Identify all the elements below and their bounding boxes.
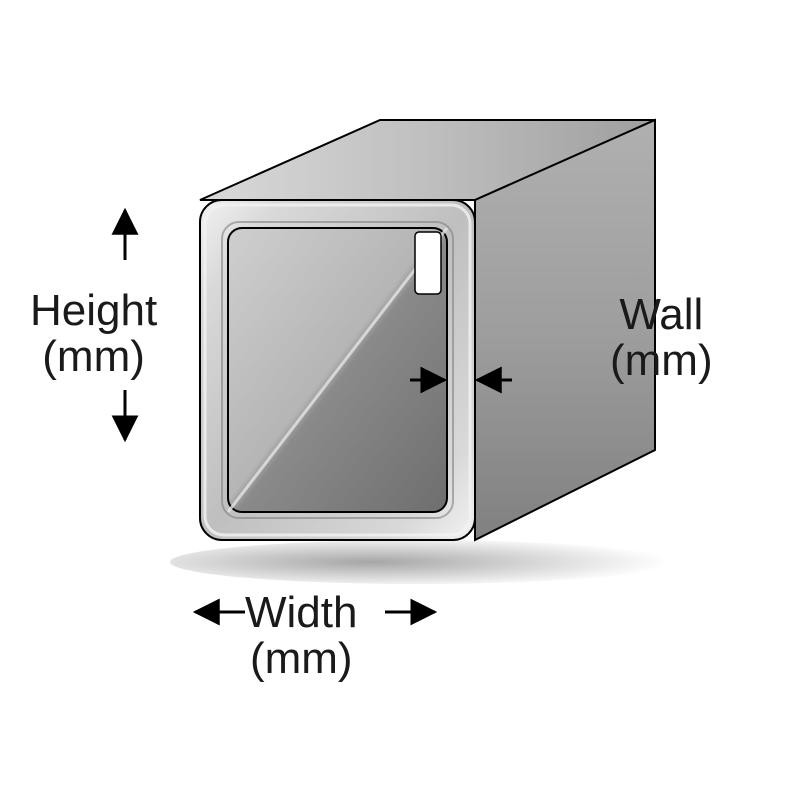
wall-label: Wall (mm) [610,292,713,384]
height-label-line2: (mm) [42,332,145,381]
width-label: Width (mm) [245,590,357,682]
width-label-line1: Width [245,588,357,637]
height-label: Height (mm) [30,288,157,380]
floor-shadow [170,540,670,584]
height-label-line1: Height [30,286,157,335]
width-label-line2: (mm) [250,634,353,683]
far-opening-highlight [415,232,441,294]
wall-label-line2: (mm) [610,336,713,385]
diagram-stage: Height (mm) Width (mm) Wall (mm) [0,0,792,792]
wall-label-line1: Wall [619,290,703,339]
tube-illustration [0,0,792,792]
